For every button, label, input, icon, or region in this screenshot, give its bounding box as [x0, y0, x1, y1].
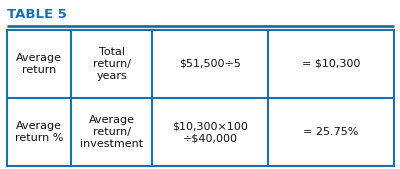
Text: TABLE 5: TABLE 5 — [7, 8, 67, 21]
Text: Total
return/
years: Total return/ years — [93, 47, 131, 81]
Text: $51,500÷5: $51,500÷5 — [179, 59, 241, 69]
Text: = $10,300: = $10,300 — [302, 59, 360, 69]
Bar — [7, 30, 394, 166]
Text: Average
return %: Average return % — [15, 121, 63, 143]
Text: $10,300×100
÷$40,000: $10,300×100 ÷$40,000 — [172, 121, 248, 143]
Text: Average
return: Average return — [16, 53, 62, 75]
Text: = 25.75%: = 25.75% — [304, 127, 359, 137]
Text: Average
return/
investment: Average return/ investment — [80, 115, 143, 149]
